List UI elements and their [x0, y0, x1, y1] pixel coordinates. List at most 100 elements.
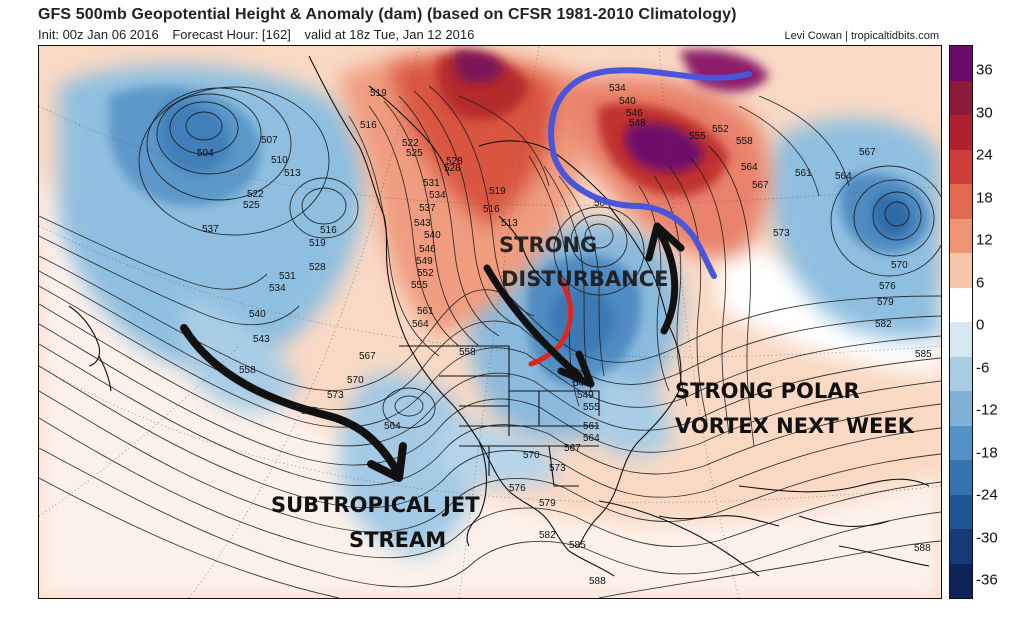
colorbar-segment — [950, 425, 972, 460]
jet-arrow — [180, 324, 401, 475]
contour-label: 561 — [417, 306, 434, 317]
credit-text: Levi Cowan | tropicaltidbits.com — [784, 30, 939, 42]
contour-label: 561 — [583, 421, 600, 432]
map-svg: 519 516 507 504 510 513 522 525 537 519 … — [39, 46, 941, 598]
red-line — [528, 278, 573, 367]
contour-label: 588 — [589, 576, 606, 587]
colorbar-segment — [950, 184, 972, 219]
colorbar-segment — [950, 46, 972, 81]
annotation-overlays — [180, 67, 752, 482]
map-title: GFS 500mb Geopotential Height & Anomaly … — [38, 6, 737, 23]
contour-label: 585 — [915, 349, 932, 360]
contour-label: 564 — [412, 319, 429, 330]
text-annotations: STRONG DISTURBANCE STRONG POLAR VORTEX N… — [271, 233, 915, 552]
contour-label: 573 — [773, 228, 790, 239]
colorbar-tick-label: 36 — [976, 61, 993, 79]
contour-label: 522 — [402, 138, 419, 149]
colorbar-tick-label: 18 — [976, 189, 993, 206]
colorbar-tick-label: -36 — [976, 571, 998, 589]
contour-label: 564 — [741, 162, 758, 173]
colorbar-tick-label: 6 — [976, 274, 985, 291]
contour-label: 585 — [569, 540, 586, 551]
valid-time: valid at 18z Tue, Jan 12 2016 — [304, 27, 475, 42]
contour-label: 534 — [269, 283, 286, 294]
contour-label: 576 — [509, 483, 526, 494]
map-panel: 519 516 507 504 510 513 522 525 537 519 … — [38, 45, 942, 599]
contour-label: 537 — [419, 203, 436, 214]
contour-label: 549 — [577, 390, 594, 401]
colorbar-tick-label: -6 — [976, 359, 990, 376]
contour-label: 522 — [247, 189, 264, 200]
colorbar-tick-label: 0 — [976, 316, 985, 334]
init-time: Init: 00z Jan 06 2016 — [38, 27, 159, 42]
contour-label: 552 — [712, 124, 729, 135]
contour-label: 573 — [327, 390, 344, 401]
height-contours — [138, 86, 941, 429]
contour-label: 540 — [249, 309, 266, 320]
colorbar-segment — [950, 322, 972, 357]
contour-labels: 519 516 507 504 510 513 522 525 537 519 … — [197, 83, 932, 587]
contour-label: 540 — [619, 96, 636, 107]
anomaly-shading — [39, 49, 941, 598]
disturbance-arrowhead — [557, 350, 595, 388]
contour-label: 519 — [370, 88, 387, 99]
colorbar-segment — [950, 460, 972, 495]
colorbar-segment — [950, 529, 972, 564]
colorbar-segment — [950, 149, 972, 184]
contour-label: 555 — [583, 402, 600, 413]
contour-label: 573 — [549, 463, 566, 474]
contour-label: 570 — [891, 260, 908, 271]
contour-label: 519 — [309, 238, 326, 249]
strong-disturbance-label-1: STRONG — [499, 233, 597, 257]
colorbar-tick-label: 24 — [976, 146, 993, 164]
jet-arrowhead — [367, 442, 407, 482]
contour-label: 519 — [489, 186, 506, 197]
colorbar-tick-label: -12 — [976, 401, 998, 419]
contour-label: 552 — [417, 268, 434, 279]
northward-arrow — [655, 227, 679, 335]
contour-label: 516 — [360, 120, 377, 131]
contour-label: 588 — [914, 543, 931, 554]
contour-label: 548 — [629, 118, 646, 129]
contour-label: 531 — [279, 271, 296, 282]
map-subtitle: Init: 00z Jan 06 2016 Forecast Hour: [16… — [38, 27, 484, 42]
contour-label: 510 — [271, 155, 288, 166]
contour-label: 531 — [423, 178, 440, 189]
jet-label-1: SUBTROPICAL JET — [271, 493, 480, 517]
contour-label: 504 — [197, 148, 214, 159]
colorbar-tick-label: 12 — [976, 231, 993, 249]
contour-label: 567 — [359, 351, 376, 362]
polar-vortex-label-1: STRONG POLAR — [675, 379, 860, 403]
colorbar-segment — [950, 80, 972, 115]
contour-label: 564 — [583, 433, 600, 444]
colorbar — [949, 45, 973, 599]
contour-label: 507 — [261, 135, 278, 146]
contour-label: 549 — [416, 256, 433, 267]
contour-label: 504 — [594, 198, 611, 209]
contour-label: 546 — [419, 244, 436, 255]
polar-vortex-label-2: VORTEX NEXT WEEK — [675, 414, 915, 438]
forecast-hour: Forecast Hour: [162] — [172, 27, 291, 42]
colorbar-segment — [950, 494, 972, 529]
contour-label: 579 — [539, 498, 556, 509]
contour-label: 570 — [523, 450, 540, 461]
colorbar-segment — [950, 287, 972, 322]
contour-label: 558 — [239, 365, 256, 376]
contour-label: 570 — [347, 375, 364, 386]
contour-label: 537 — [202, 224, 219, 235]
contour-label: 561 — [795, 168, 812, 179]
colorbar-segment — [950, 356, 972, 391]
contour-label: 582 — [539, 530, 556, 541]
contour-label: 579 — [877, 297, 894, 308]
contour-label: 516 — [483, 204, 500, 215]
contour-label: 582 — [875, 319, 892, 330]
contour-label: 525 — [243, 200, 260, 211]
contour-label: 528 — [309, 262, 326, 273]
contour-label: 534 — [609, 83, 626, 94]
northward-arrowhead — [645, 222, 685, 262]
contour-label: 513 — [284, 168, 301, 179]
colorbar-segment — [950, 115, 972, 150]
contour-label: 513 — [501, 218, 518, 229]
contour-label: 567 — [564, 443, 581, 454]
colorbar-segment — [950, 218, 972, 253]
